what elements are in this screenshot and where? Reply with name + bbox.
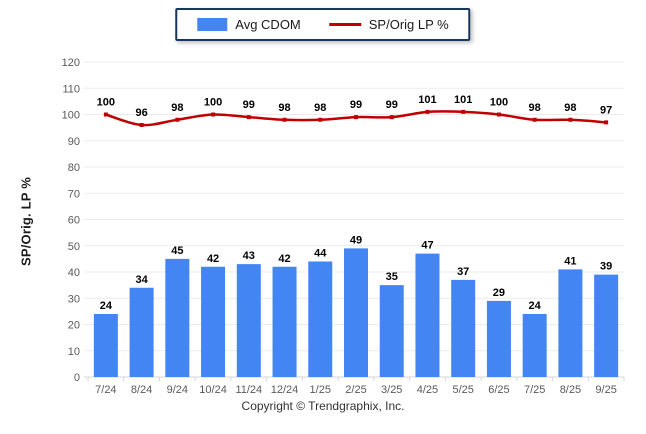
bar-value-label: 45 (171, 245, 183, 257)
line-value-label: 98 (278, 102, 290, 114)
legend-item-sp-orig-lp: SP/Orig LP % (328, 17, 449, 32)
line-point-marker (532, 117, 537, 122)
line-value-label: 100 (490, 97, 508, 109)
line-point-marker (139, 123, 144, 127)
line-value-label: 100 (97, 97, 115, 109)
line-point-marker (318, 117, 323, 122)
line-value-label: 99 (386, 99, 398, 111)
x-axis-label: 2/25 (345, 384, 366, 396)
x-axis-label: 9/25 (595, 384, 616, 396)
line-point-marker (425, 109, 430, 114)
line-point-marker (246, 115, 251, 120)
bar (236, 264, 261, 377)
x-axis-label: 12/24 (271, 384, 299, 396)
line-value-label: 98 (564, 102, 576, 114)
y-tick-label: 10 (68, 346, 80, 358)
line-point-marker (568, 117, 573, 122)
y-tick-label: 60 (68, 215, 80, 227)
y-tick-label: 90 (68, 136, 80, 148)
x-axis-label: 3/25 (381, 384, 402, 396)
bar (308, 261, 333, 377)
line-point-marker (354, 115, 358, 120)
line-point-marker (103, 112, 108, 117)
bar-value-label: 42 (207, 253, 219, 265)
bar-value-label: 49 (350, 234, 362, 246)
bar-value-label: 24 (529, 300, 542, 312)
bar (129, 287, 154, 377)
bar-value-label: 42 (278, 253, 290, 265)
x-axis-label: 1/25 (310, 384, 331, 396)
line-point-marker (175, 117, 180, 122)
y-tick-label: 100 (62, 110, 80, 122)
bar (93, 314, 118, 377)
y-tick-label: 110 (62, 83, 80, 95)
bar (415, 253, 440, 377)
bar-value-label: 43 (243, 250, 255, 262)
line-value-label: 98 (314, 102, 326, 114)
x-axis-label: 7/25 (524, 384, 545, 396)
x-axis-label: 7/24 (95, 384, 116, 396)
bar (486, 300, 511, 377)
line-swatch-icon (328, 23, 361, 26)
bar (522, 314, 547, 377)
bar (344, 248, 368, 377)
bar-value-label: 41 (564, 255, 576, 267)
bar-value-label: 39 (600, 261, 612, 273)
line-point-marker (389, 115, 394, 120)
y-tick-label: 80 (68, 162, 80, 174)
bar (201, 266, 226, 377)
copyright-footer: Copyright © Trendgraphix, Inc. (241, 399, 405, 413)
legend-label-avg-cdom: Avg CDOM (235, 17, 301, 32)
bar-value-label: 47 (421, 240, 433, 252)
line-value-label: 97 (600, 104, 612, 116)
bar-value-label: 35 (386, 271, 398, 283)
line-point-marker (461, 109, 466, 114)
line-value-label: 101 (418, 94, 436, 106)
x-axis-label: 4/25 (417, 384, 438, 396)
line-point-marker (496, 112, 501, 117)
line-point-marker (604, 120, 609, 125)
line-value-label: 96 (135, 107, 147, 119)
y-tick-label: 0 (74, 372, 80, 384)
y-tick-label: 70 (68, 188, 80, 200)
bar (165, 258, 190, 377)
x-axis-label: 10/24 (199, 384, 227, 396)
bar (594, 274, 619, 377)
bar-value-label: 37 (457, 266, 469, 278)
line-value-label: 100 (204, 97, 222, 109)
y-tick-label: 40 (68, 267, 80, 279)
line-value-label: 98 (529, 102, 541, 114)
x-axis-label: 6/25 (488, 384, 509, 396)
bar-value-label: 44 (314, 248, 327, 260)
bar (558, 269, 583, 377)
line-value-label: 98 (171, 102, 183, 114)
y-tick-label: 30 (68, 293, 80, 305)
bar-value-label: 34 (135, 274, 148, 286)
line-point-marker (282, 117, 287, 122)
x-axis-label: 8/24 (131, 384, 152, 396)
bar-value-label: 24 (100, 300, 113, 312)
chart-legend: Avg CDOM SP/Orig LP % (175, 8, 471, 41)
legend-item-avg-cdom: Avg CDOM (197, 17, 301, 32)
bar-swatch-icon (197, 18, 228, 31)
legend-label-sp-orig-lp: SP/Orig LP % (368, 17, 449, 32)
line-value-label: 99 (350, 99, 362, 111)
x-axis-label: 9/24 (167, 384, 188, 396)
y-tick-label: 120 (62, 57, 80, 69)
x-axis-label: 8/25 (560, 384, 581, 396)
line-value-label: 101 (454, 94, 472, 106)
bar (379, 285, 404, 377)
bar (272, 266, 297, 377)
bar-value-label: 29 (493, 287, 505, 299)
line-point-marker (211, 112, 216, 117)
x-axis-label: 5/25 (452, 384, 473, 396)
line-value-label: 99 (243, 99, 255, 111)
y-tick-label: 50 (68, 241, 80, 253)
y-tick-label: 20 (68, 320, 80, 332)
x-axis-label: 11/24 (235, 384, 262, 396)
bar (451, 279, 476, 377)
